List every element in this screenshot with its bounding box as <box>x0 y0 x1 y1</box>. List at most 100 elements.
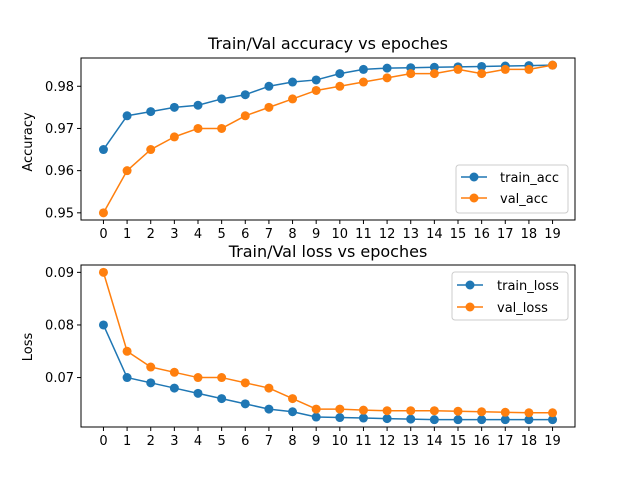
accuracy-point-val-acc <box>122 166 132 176</box>
loss-point-val-loss <box>500 407 510 417</box>
loss-point-train-loss <box>240 399 250 409</box>
loss-point-train-loss <box>122 373 132 383</box>
loss-point-val-loss <box>382 406 392 416</box>
accuracy-point-val-acc <box>453 64 463 74</box>
loss-y-axis-label: Loss <box>21 333 36 362</box>
accuracy-x-tick-label: 7 <box>265 227 273 242</box>
loss-x-tick-label: 16 <box>473 434 490 449</box>
loss-x-tick-label: 5 <box>217 434 225 449</box>
loss-point-val-loss <box>264 383 274 393</box>
loss-point-val-loss <box>98 267 108 277</box>
loss-legend-train-label: train_loss <box>497 279 559 294</box>
accuracy-chart: Train/Val accuracy vs epoches Accuracy 0… <box>21 34 576 242</box>
loss-point-train-loss <box>453 415 463 425</box>
accuracy-point-val-acc <box>98 208 108 218</box>
accuracy-point-train-acc <box>264 81 274 91</box>
loss-point-train-loss <box>477 415 487 425</box>
loss-point-val-loss <box>453 406 463 416</box>
accuracy-point-val-acc <box>429 69 439 79</box>
accuracy-point-train-acc <box>311 75 321 85</box>
loss-point-train-loss <box>358 413 368 423</box>
accuracy-point-val-acc <box>477 69 487 79</box>
loss-x-tick-label: 13 <box>402 434 419 449</box>
accuracy-x-tick-label: 8 <box>288 227 296 242</box>
loss-point-train-loss <box>169 383 179 393</box>
accuracy-x-tick-label: 17 <box>497 227 514 242</box>
accuracy-x-tick-label: 15 <box>450 227 467 242</box>
loss-plot-area: 0 1 2 3 4 5 6 7 8 9 10 11 12 13 14 15 16 17 18 190.070.080.… <box>45 266 561 449</box>
accuracy-x-tick-label: 14 <box>426 227 443 242</box>
accuracy-x-tick-label: 10 <box>332 227 349 242</box>
loss-chart-title: Train/Val loss vs epoches <box>228 242 428 261</box>
loss-point-val-loss <box>240 378 250 388</box>
accuracy-point-val-acc <box>311 85 321 95</box>
loss-x-tick-label: 9 <box>312 434 320 449</box>
accuracy-point-val-acc <box>217 123 227 133</box>
loss-x-tick-label: 2 <box>147 434 155 449</box>
loss-point-train-loss <box>382 414 392 424</box>
accuracy-legend-train-label: train_acc <box>500 171 559 186</box>
accuracy-legend: train_acc val_acc <box>455 164 569 214</box>
accuracy-x-tick-label: 4 <box>194 227 202 242</box>
loss-point-train-loss <box>311 412 321 422</box>
loss-y-tick-label: 0.09 <box>45 266 74 281</box>
accuracy-point-train-acc <box>217 94 227 104</box>
loss-x-tick-label: 15 <box>450 434 467 449</box>
loss-x-tick-label: 19 <box>544 434 561 449</box>
loss-x-tick-label: 4 <box>194 434 202 449</box>
loss-point-val-loss <box>335 404 345 414</box>
accuracy-point-train-acc <box>429 62 439 72</box>
loss-point-val-loss <box>122 346 132 356</box>
accuracy-point-val-acc <box>382 73 392 83</box>
loss-point-val-loss <box>169 367 179 377</box>
accuracy-point-val-acc <box>548 60 558 70</box>
accuracy-legend-val-marker <box>469 193 479 203</box>
loss-point-train-loss <box>217 394 227 404</box>
accuracy-x-tick-label: 0 <box>99 227 107 242</box>
loss-legend: train_loss val_loss <box>451 271 569 321</box>
accuracy-point-val-acc <box>193 123 203 133</box>
accuracy-point-train-acc <box>335 69 345 79</box>
accuracy-x-tick-label: 3 <box>170 227 178 242</box>
loss-point-val-loss <box>524 408 534 418</box>
loss-x-tick-label: 6 <box>241 434 249 449</box>
loss-point-val-loss <box>311 404 321 414</box>
loss-x-tick-label: 14 <box>426 434 443 449</box>
loss-point-val-loss <box>429 406 439 416</box>
loss-point-val-loss <box>406 406 416 416</box>
accuracy-x-tick-label: 5 <box>217 227 225 242</box>
loss-axes-frame <box>80 264 576 428</box>
loss-point-train-loss <box>98 320 108 330</box>
loss-legend-val-marker <box>465 302 475 312</box>
accuracy-point-train-acc <box>382 63 392 73</box>
accuracy-point-val-acc <box>264 102 274 112</box>
accuracy-y-tick-label: 0.98 <box>45 80 74 95</box>
accuracy-point-train-acc <box>122 111 132 121</box>
loss-y-tick-label: 0.07 <box>45 371 74 386</box>
loss-x-tick-label: 8 <box>288 434 296 449</box>
loss-legend-box <box>451 271 569 321</box>
accuracy-point-train-acc <box>477 61 487 71</box>
accuracy-point-train-acc <box>146 107 156 117</box>
loss-x-tick-label: 1 <box>123 434 131 449</box>
loss-x-tick-label: 3 <box>170 434 178 449</box>
accuracy-x-tick-label: 12 <box>379 227 396 242</box>
loss-x-tick-label: 10 <box>332 434 349 449</box>
loss-point-train-loss <box>193 388 203 398</box>
loss-point-train-loss <box>548 415 558 425</box>
loss-point-val-loss <box>477 407 487 417</box>
accuracy-point-train-acc <box>358 64 368 74</box>
accuracy-point-val-acc <box>146 145 156 155</box>
accuracy-plot-area: 0 1 2 3 4 5 6 7 8 9 10 11 12 13 14 15 16 17 18 190.950.960.… <box>45 60 561 242</box>
loss-point-train-loss <box>146 378 156 388</box>
loss-point-val-loss <box>146 362 156 372</box>
loss-x-tick-label: 0 <box>99 434 107 449</box>
accuracy-point-train-acc <box>193 100 203 110</box>
accuracy-point-val-acc <box>500 64 510 74</box>
loss-x-tick-label: 11 <box>355 434 372 449</box>
accuracy-x-tick-label: 13 <box>402 227 419 242</box>
accuracy-y-tick-label: 0.96 <box>45 164 74 179</box>
loss-point-train-loss <box>264 404 274 414</box>
accuracy-x-tick-label: 2 <box>147 227 155 242</box>
accuracy-point-val-acc <box>288 94 298 104</box>
